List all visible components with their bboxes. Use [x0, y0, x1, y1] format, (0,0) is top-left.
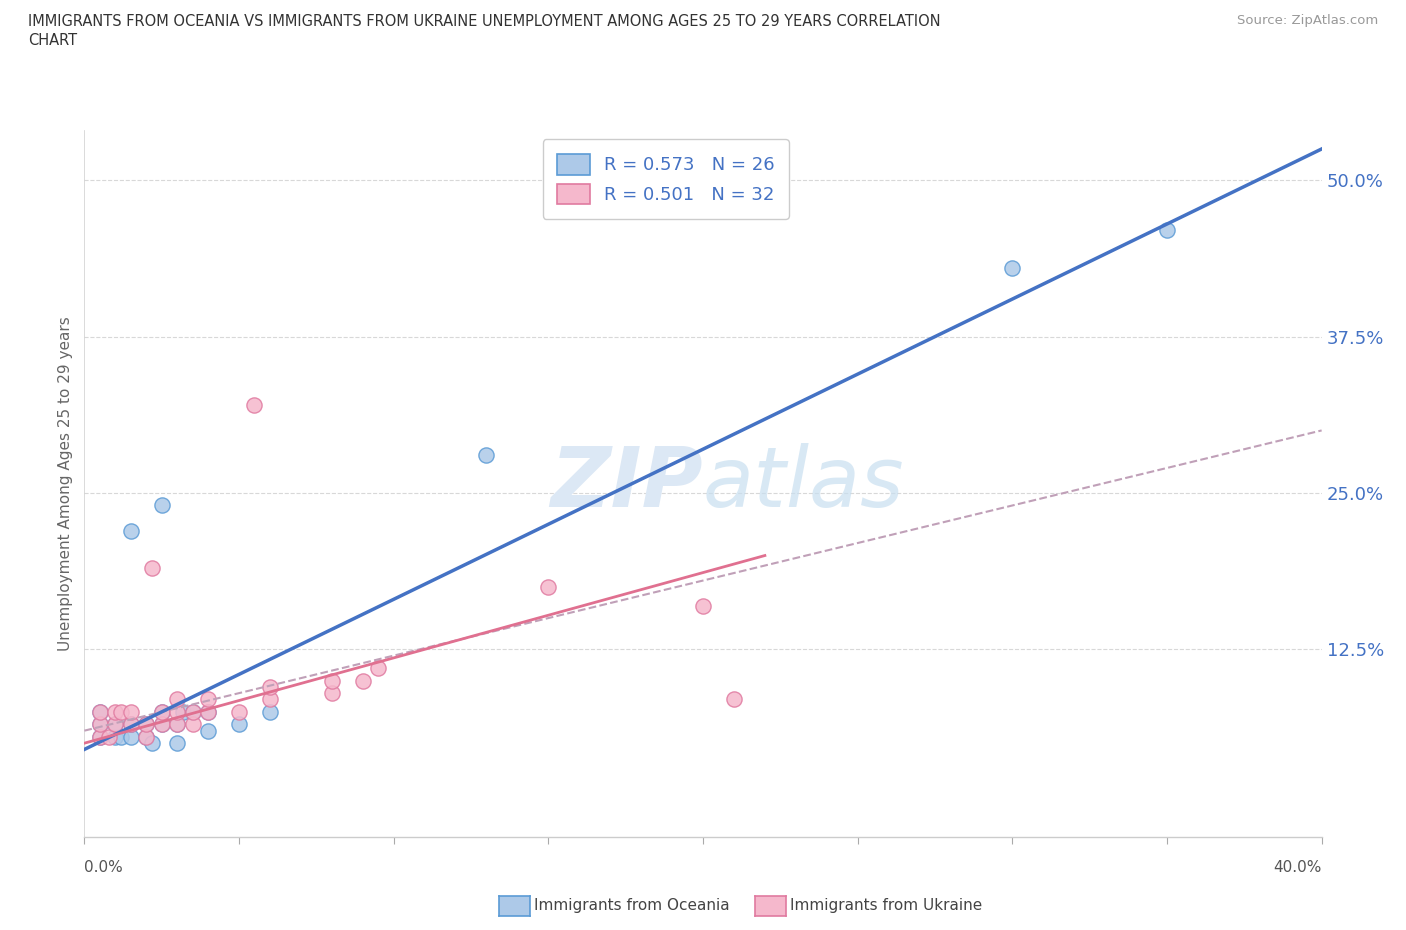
Point: [367, 660, 389, 675]
Point: [89, 717, 111, 732]
Text: Immigrants from Oceania: Immigrants from Oceania: [534, 898, 730, 913]
Point: [228, 704, 250, 719]
Point: [181, 704, 204, 719]
Point: [104, 717, 127, 732]
Legend: R = 0.573   N = 26, R = 0.501   N = 32: R = 0.573 N = 26, R = 0.501 N = 32: [543, 140, 789, 219]
Point: [166, 717, 188, 732]
Point: [141, 561, 163, 576]
Point: [166, 692, 188, 707]
Point: [259, 704, 281, 719]
Point: [89, 729, 111, 744]
Point: [321, 673, 343, 688]
Point: [181, 717, 204, 732]
Point: [537, 579, 560, 594]
Point: [120, 717, 142, 732]
Point: [352, 673, 374, 688]
Point: [120, 729, 142, 744]
Text: 40.0%: 40.0%: [1274, 860, 1322, 875]
Point: [120, 523, 142, 538]
Point: [89, 704, 111, 719]
Point: [104, 717, 127, 732]
Point: [228, 717, 250, 732]
Point: [243, 398, 266, 413]
Point: [181, 704, 204, 719]
Point: [1001, 260, 1024, 275]
Point: [166, 704, 188, 719]
Point: [259, 680, 281, 695]
Point: [141, 736, 163, 751]
Point: [197, 692, 219, 707]
Point: [110, 729, 132, 744]
Text: atlas: atlas: [703, 443, 904, 525]
Point: [475, 448, 498, 463]
Point: [166, 717, 188, 732]
Text: ZIP: ZIP: [550, 443, 703, 525]
Point: [89, 704, 111, 719]
Point: [135, 717, 157, 732]
Point: [150, 717, 173, 732]
Point: [259, 692, 281, 707]
Point: [321, 685, 343, 700]
Point: [120, 717, 142, 732]
Point: [89, 717, 111, 732]
Point: [150, 717, 173, 732]
Point: [150, 704, 173, 719]
Point: [197, 704, 219, 719]
Text: IMMIGRANTS FROM OCEANIA VS IMMIGRANTS FROM UKRAINE UNEMPLOYMENT AMONG AGES 25 TO: IMMIGRANTS FROM OCEANIA VS IMMIGRANTS FR…: [28, 14, 941, 29]
Point: [197, 724, 219, 738]
Point: [723, 692, 745, 707]
Point: [172, 704, 194, 719]
Point: [120, 704, 142, 719]
Point: [166, 736, 188, 751]
Point: [110, 704, 132, 719]
Point: [692, 598, 714, 613]
Text: Source: ZipAtlas.com: Source: ZipAtlas.com: [1237, 14, 1378, 27]
Point: [98, 729, 121, 744]
Text: Immigrants from Ukraine: Immigrants from Ukraine: [790, 898, 983, 913]
Text: 0.0%: 0.0%: [84, 860, 124, 875]
Text: CHART: CHART: [28, 33, 77, 47]
Point: [197, 704, 219, 719]
Point: [89, 729, 111, 744]
Point: [135, 729, 157, 744]
Point: [104, 729, 127, 744]
Y-axis label: Unemployment Among Ages 25 to 29 years: Unemployment Among Ages 25 to 29 years: [58, 316, 73, 651]
Point: [150, 498, 173, 513]
Point: [150, 704, 173, 719]
Point: [135, 717, 157, 732]
Point: [104, 704, 127, 719]
Point: [135, 729, 157, 744]
Point: [1156, 223, 1178, 238]
